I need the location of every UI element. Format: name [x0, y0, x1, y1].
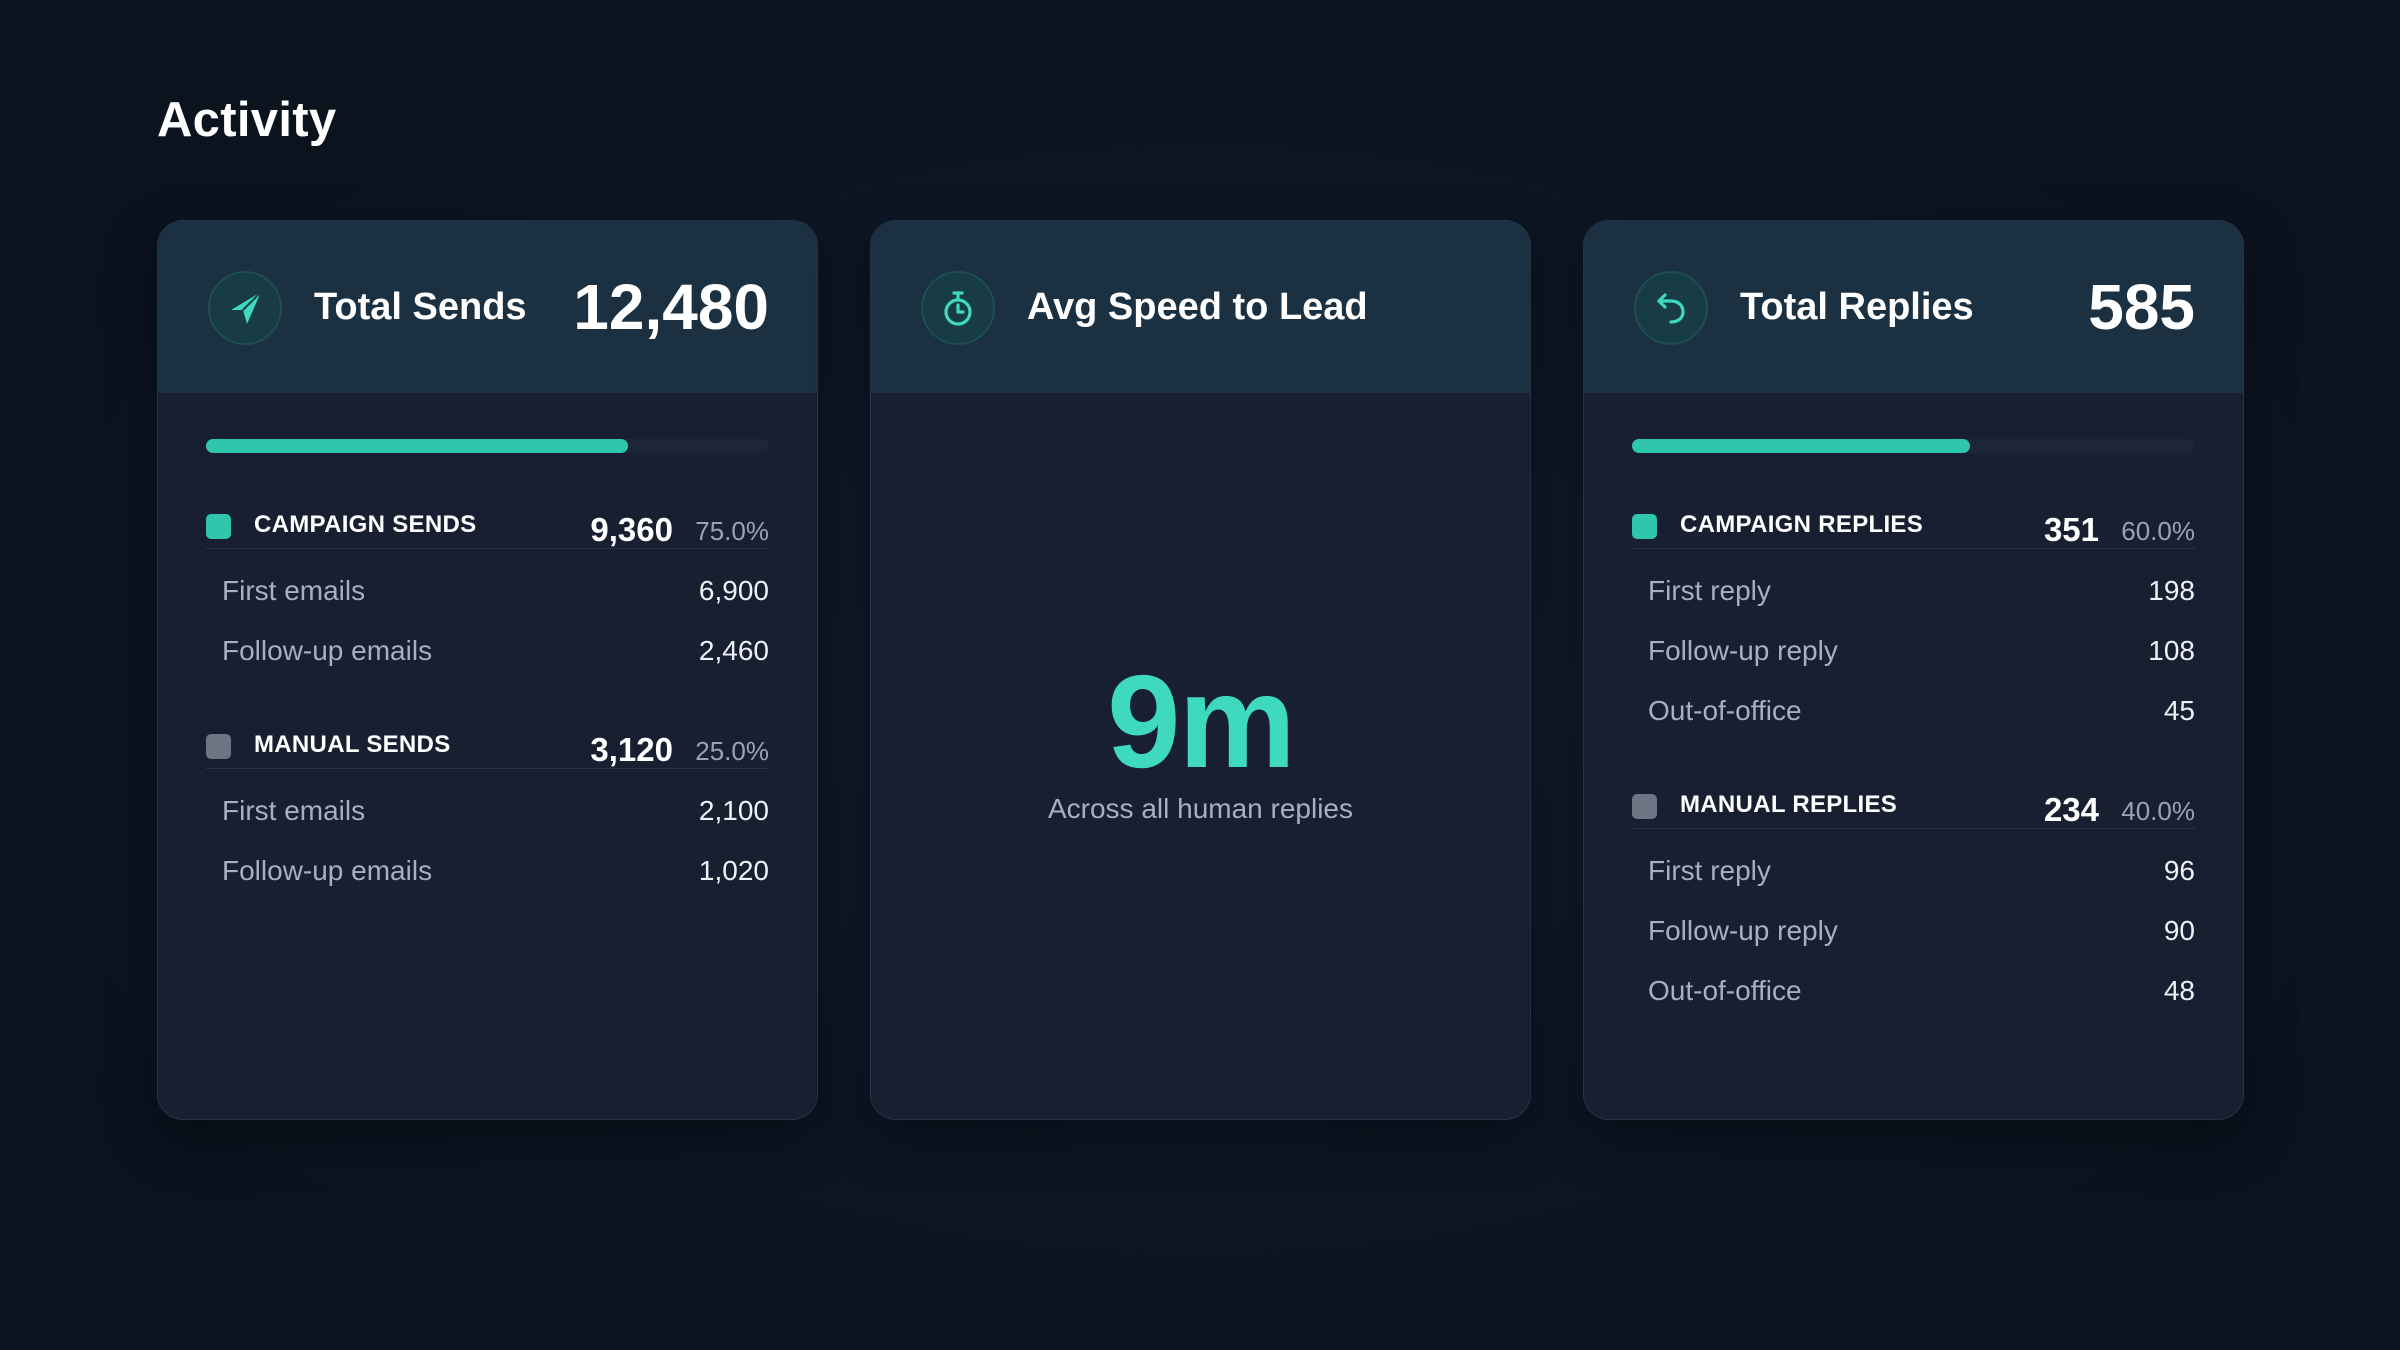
item-label: Out-of-office [1648, 975, 1802, 1006]
item-label: Follow-up reply [1648, 915, 1838, 946]
progress-bar [1632, 439, 2195, 453]
section-campaign-replies: CAMPAIGN REPLIES 351 60.0% [1632, 485, 2195, 549]
stopwatch-icon [921, 271, 995, 345]
list-item: Follow-up emails 1,020 [222, 855, 769, 895]
card-header: Total Replies 585 [1584, 221, 2243, 393]
card-total: 12,480 [573, 271, 769, 343]
item-label: First emails [222, 575, 366, 606]
list-item: Follow-up emails 2,460 [222, 635, 769, 675]
list-item: Follow-up reply 90 [1648, 915, 2195, 955]
card-total: 585 [2088, 271, 2195, 343]
section-percent: 25.0% [695, 736, 769, 766]
section-value: 234 [2043, 791, 2099, 828]
section-percent: 60.0% [2121, 516, 2195, 546]
item-value: 1,020 [698, 855, 769, 886]
section-label: CAMPAIGN REPLIES [1680, 511, 1924, 538]
campaign-legend-swatch [206, 514, 231, 539]
list-item: Out-of-office 45 [1648, 695, 2195, 735]
avg-speed-card: Avg Speed to Lead 9m Across all human re… [870, 220, 1531, 1120]
manual-legend-swatch [1632, 794, 1657, 819]
item-label: First emails [222, 795, 366, 826]
total-sends-card: Total Sends 12,480 CAMPAIGN SENDS 9,360 … [157, 220, 818, 1120]
item-value: 2,460 [698, 635, 769, 666]
item-value: 108 [2148, 635, 2195, 666]
section-percent: 40.0% [2121, 796, 2195, 826]
progress-bar [206, 439, 769, 453]
section-percent: 75.0% [695, 516, 769, 546]
section-value: 3,120 [590, 731, 673, 768]
total-replies-card: Total Replies 585 CAMPAIGN REPLIES 351 6… [1583, 220, 2244, 1120]
progress-bar-fill [1632, 439, 1970, 453]
list-item: Follow-up reply 108 [1648, 635, 2195, 675]
section-campaign-sends: CAMPAIGN SENDS 9,360 75.0% [206, 485, 769, 549]
item-value: 45 [2163, 695, 2195, 726]
item-label: Out-of-office [1648, 695, 1802, 726]
campaign-legend-swatch [1632, 514, 1657, 539]
list-item: First emails 2,100 [222, 795, 769, 835]
section-manual-replies: MANUAL REPLIES 234 40.0% [1632, 765, 2195, 829]
list-item: First reply 96 [1648, 855, 2195, 895]
item-value: 48 [2163, 975, 2195, 1006]
speed-value: 9m [1107, 648, 1296, 795]
list-item: First reply 198 [1648, 575, 2195, 615]
item-value: 6,900 [698, 575, 769, 606]
section-value: 9,360 [590, 511, 673, 548]
item-value: 96 [2163, 855, 2195, 886]
section-manual-sends: MANUAL SENDS 3,120 25.0% [206, 705, 769, 769]
section-label: MANUAL REPLIES [1680, 791, 1898, 818]
card-header: Avg Speed to Lead [871, 221, 1530, 393]
card-title: Avg Speed to Lead [1027, 285, 1368, 328]
speed-caption: Across all human replies [1047, 793, 1354, 824]
item-value: 90 [2163, 915, 2195, 946]
item-label: First reply [1648, 575, 1771, 606]
page-title: Activity [157, 93, 337, 147]
item-value: 2,100 [698, 795, 769, 826]
card-header: Total Sends 12,480 [158, 221, 817, 393]
section-value: 351 [2043, 511, 2099, 548]
item-label: Follow-up reply [1648, 635, 1838, 666]
list-item: Out-of-office 48 [1648, 975, 2195, 1015]
paper-plane-icon [208, 271, 282, 345]
card-title: Total Sends [314, 285, 527, 328]
manual-legend-swatch [206, 734, 231, 759]
progress-bar-fill [206, 439, 629, 453]
section-label: CAMPAIGN SENDS [254, 511, 477, 538]
card-title: Total Replies [1740, 285, 1974, 328]
reply-arrow-icon [1634, 271, 1708, 345]
item-value: 198 [2148, 575, 2195, 606]
list-item: First emails 6,900 [222, 575, 769, 615]
item-label: First reply [1648, 855, 1771, 886]
item-label: Follow-up emails [222, 855, 433, 886]
item-label: Follow-up emails [222, 635, 433, 666]
section-label: MANUAL SENDS [254, 731, 451, 758]
